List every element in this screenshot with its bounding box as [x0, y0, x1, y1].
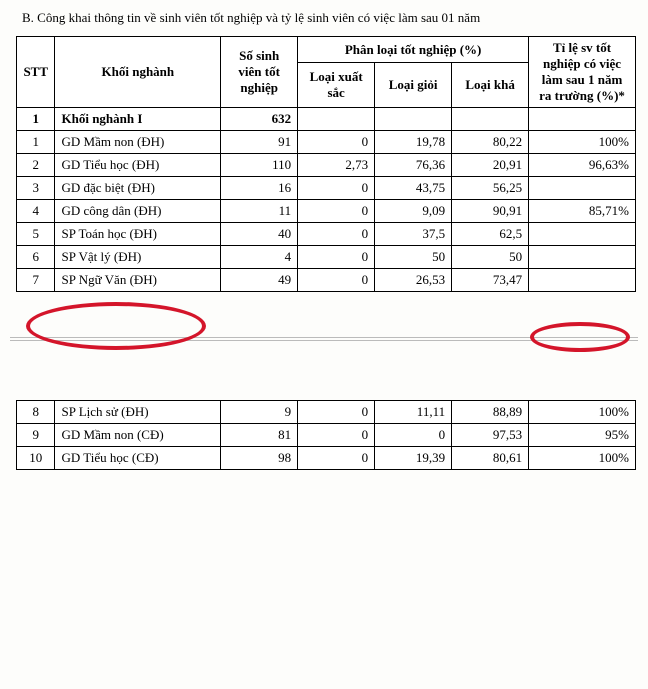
cell-sosv: 81 — [221, 424, 298, 447]
table-row: 4GD công dân (ĐH)1109,0990,9185,71% — [17, 200, 636, 223]
cell-xs: 0 — [298, 131, 375, 154]
header-row-1: STT Khối nghành Số sinh viên tốt nghiệp … — [17, 37, 636, 63]
th-tyle: Tỉ lệ sv tốt nghiệp có việc làm sau 1 nă… — [529, 37, 636, 108]
cell-name: SP Toán học (ĐH) — [55, 223, 221, 246]
table-row: 6SP Vật lý (ĐH)405050 — [17, 246, 636, 269]
cell-name: GD công dân (ĐH) — [55, 200, 221, 223]
cell-kha: 62,5 — [452, 223, 529, 246]
cell-stt: 4 — [17, 200, 55, 223]
cell-stt: 3 — [17, 177, 55, 200]
cell-xs: 0 — [298, 246, 375, 269]
cell-kha: 73,47 — [452, 269, 529, 292]
table-row: 7SP Ngữ Văn (ĐH)49026,5373,47 — [17, 269, 636, 292]
cell-tyle: 96,63% — [529, 154, 636, 177]
cell-stt: 2 — [17, 154, 55, 177]
cell-name: SP Lịch sử (ĐH) — [55, 401, 221, 424]
cell-xs: 0 — [298, 401, 375, 424]
table-row: 9GD Mầm non (CĐ)810097,5395% — [17, 424, 636, 447]
graduation-table: STT Khối nghành Số sinh viên tốt nghiệp … — [16, 36, 636, 292]
cell-gioi: 37,5 — [375, 223, 452, 246]
cell-kha: 80,61 — [452, 447, 529, 470]
cell-gioi: 26,53 — [375, 269, 452, 292]
cell-stt: 9 — [17, 424, 55, 447]
th-stt: STT — [17, 37, 55, 108]
cell-xs: 0 — [298, 200, 375, 223]
cell-tyle — [529, 246, 636, 269]
group-total: 632 — [221, 108, 298, 131]
cell-name: GD Tiểu học (CĐ) — [55, 447, 221, 470]
cell-kha: 20,91 — [452, 154, 529, 177]
page-break-gap — [10, 292, 638, 400]
cell-kha: 88,89 — [452, 401, 529, 424]
table-row: 3GD đặc biệt (ĐH)16043,7556,25 — [17, 177, 636, 200]
cell-tyle — [529, 223, 636, 246]
cell-gioi: 76,36 — [375, 154, 452, 177]
cell-name: GD Mầm non (ĐH) — [55, 131, 221, 154]
th-loai-kha: Loại khá — [452, 63, 529, 108]
cell-gioi: 19,78 — [375, 131, 452, 154]
cell-sosv: 4 — [221, 246, 298, 269]
cell-sosv: 49 — [221, 269, 298, 292]
table-row: 5SP Toán học (ĐH)40037,562,5 — [17, 223, 636, 246]
table-row: 2GD Tiểu học (ĐH)1102,7376,3620,9196,63% — [17, 154, 636, 177]
cell-stt: 8 — [17, 401, 55, 424]
cell-sosv: 91 — [221, 131, 298, 154]
cell-sosv: 11 — [221, 200, 298, 223]
table-row: 10GD Tiểu học (CĐ)98019,3980,61100% — [17, 447, 636, 470]
cell-tyle — [529, 177, 636, 200]
cell-sosv: 98 — [221, 447, 298, 470]
th-loai-gioi: Loại giỏi — [375, 63, 452, 108]
cell-gioi: 9,09 — [375, 200, 452, 223]
graduation-table-cont: 8SP Lịch sử (ĐH)9011,1188,89100%9GD Mầm … — [16, 400, 636, 470]
th-khoi: Khối nghành — [55, 37, 221, 108]
th-phanloai: Phân loại tốt nghiệp (%) — [298, 37, 529, 63]
th-loai-xs: Loại xuất sắc — [298, 63, 375, 108]
cell-sosv: 40 — [221, 223, 298, 246]
cell-name: GD Tiểu học (ĐH) — [55, 154, 221, 177]
table-row: 8SP Lịch sử (ĐH)9011,1188,89100% — [17, 401, 636, 424]
cell-kha: 56,25 — [452, 177, 529, 200]
cell-sosv: 9 — [221, 401, 298, 424]
cell-kha: 80,22 — [452, 131, 529, 154]
cell-name: SP Vật lý (ĐH) — [55, 246, 221, 269]
cell-gioi: 0 — [375, 424, 452, 447]
group-stt: 1 — [17, 108, 55, 131]
cell-tyle: 100% — [529, 447, 636, 470]
cell-kha: 90,91 — [452, 200, 529, 223]
cell-kha: 50 — [452, 246, 529, 269]
cell-sosv: 16 — [221, 177, 298, 200]
cell-gioi: 50 — [375, 246, 452, 269]
cell-name: SP Ngữ Văn (ĐH) — [55, 269, 221, 292]
cell-tyle: 100% — [529, 131, 636, 154]
cell-xs: 0 — [298, 223, 375, 246]
cell-stt: 10 — [17, 447, 55, 470]
cell-xs: 0 — [298, 424, 375, 447]
cell-stt: 1 — [17, 131, 55, 154]
table-row: 1GD Mầm non (ĐH)91019,7880,22100% — [17, 131, 636, 154]
cell-tyle: 85,71% — [529, 200, 636, 223]
section-title: B. Công khai thông tin về sinh viên tốt … — [10, 10, 638, 26]
cell-xs: 0 — [298, 269, 375, 292]
cell-gioi: 19,39 — [375, 447, 452, 470]
group-name: Khối nghành I — [55, 108, 221, 131]
cell-gioi: 43,75 — [375, 177, 452, 200]
cell-stt: 6 — [17, 246, 55, 269]
cell-tyle: 100% — [529, 401, 636, 424]
th-sosv: Số sinh viên tốt nghiệp — [221, 37, 298, 108]
group-row: 1 Khối nghành I 632 — [17, 108, 636, 131]
cell-xs: 0 — [298, 177, 375, 200]
cell-gioi: 11,11 — [375, 401, 452, 424]
cell-xs: 2,73 — [298, 154, 375, 177]
cell-kha: 97,53 — [452, 424, 529, 447]
cell-stt: 7 — [17, 269, 55, 292]
cell-tyle — [529, 269, 636, 292]
cell-name: GD Mầm non (CĐ) — [55, 424, 221, 447]
cell-tyle: 95% — [529, 424, 636, 447]
cell-xs: 0 — [298, 447, 375, 470]
cell-stt: 5 — [17, 223, 55, 246]
cell-sosv: 110 — [221, 154, 298, 177]
cell-name: GD đặc biệt (ĐH) — [55, 177, 221, 200]
